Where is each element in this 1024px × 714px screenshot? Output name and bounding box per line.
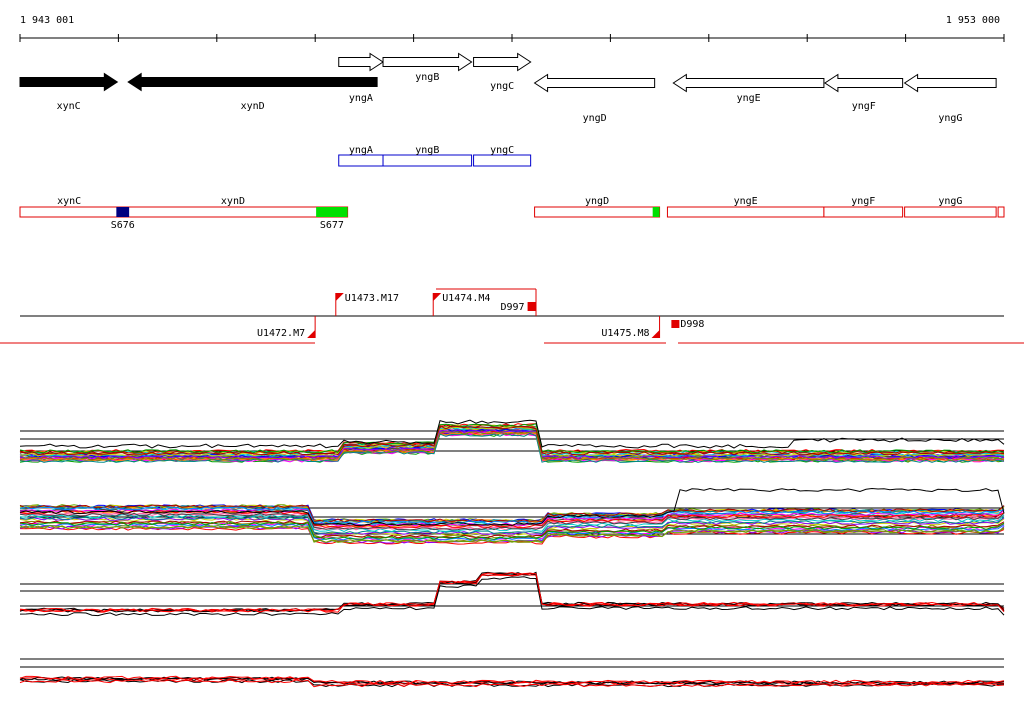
gene-label-xynC: xynC: [57, 101, 81, 112]
gene-arrow-yngG[interactable]: [903, 73, 997, 93]
operon-blue-label: yngB: [415, 145, 439, 156]
operon-red-label: yngG: [938, 196, 962, 207]
gene-arrow-xynC[interactable]: [19, 72, 119, 92]
gene-track: xynC xynD yngA yngB yngC yngD yngE yngF yngG: [19, 52, 997, 124]
promoter-flag[interactable]: [651, 330, 660, 338]
gene-arrow-yngD[interactable]: [533, 73, 656, 93]
gene-label-yngF: yngF: [852, 101, 876, 112]
expression-profile: [19, 525, 1005, 544]
gene-arrow-yngC[interactable]: [473, 52, 532, 72]
operon-red-label: xynC: [57, 196, 81, 207]
expression-profile: [19, 512, 1005, 531]
gene-arrow-yngE[interactable]: [672, 73, 825, 93]
operon-red-label: yngE: [734, 196, 758, 207]
transcript-track: U1472.M7 U1473.M17 U1474.M4 U1475.M8 D997 D99…: [0, 288, 1024, 344]
terminator-label: D998: [680, 319, 704, 330]
operon-track-blue: yngA yngB yngC: [338, 145, 532, 167]
expression-profile: [19, 576, 1005, 617]
operon-box-blue[interactable]: [473, 154, 532, 167]
operon-box-red[interactable]: [997, 206, 1005, 218]
gene-label-yngD: yngD: [583, 113, 607, 124]
expression-tracks: [19, 419, 1005, 688]
expression-profile: [19, 423, 1005, 454]
expression-profile: [19, 676, 1005, 685]
coordinate-ruler: 1 943 001 1 953 000: [19, 15, 1005, 42]
operon-box-red[interactable]: [666, 206, 825, 218]
gene-arrow-yngB[interactable]: [382, 52, 473, 72]
operon-blue-label: yngC: [490, 145, 514, 156]
expression-profile: [19, 521, 1005, 540]
transcript-label: U1474.M4: [442, 293, 490, 304]
binding-site-marker[interactable]: [316, 207, 348, 217]
gene-label-yngB: yngB: [415, 72, 439, 83]
operon-blue-label: yngA: [349, 145, 373, 156]
expression-profile: [19, 506, 1005, 525]
operon-box-blue[interactable]: [338, 154, 384, 167]
expression-profile: [19, 419, 1005, 449]
ruler-start-label: 1 943 001: [20, 15, 74, 26]
operon-red-label: yngF: [851, 196, 875, 207]
gene-label-yngG: yngG: [938, 113, 962, 124]
ruler-ticks: [19, 34, 1005, 42]
binding-site-marker[interactable]: [116, 207, 130, 217]
binding-site-marker[interactable]: [652, 207, 660, 217]
promoter-flag[interactable]: [307, 330, 316, 338]
expression-profile: [19, 431, 1005, 462]
operon-red-label: xynD: [221, 196, 245, 207]
operon-box-red[interactable]: [904, 206, 997, 218]
promoter-flag[interactable]: [335, 293, 344, 301]
operon-box-red[interactable]: [823, 206, 904, 218]
expression-profile: [19, 425, 1005, 456]
terminator-label: D997: [500, 302, 524, 313]
expression-profile: [19, 431, 1005, 461]
gene-label-yngE: yngE: [737, 93, 761, 104]
operon-box-red[interactable]: [19, 206, 119, 218]
operon-track-red: xynC xynD yngD yngE yngF yngG S676 S677: [19, 196, 1005, 231]
gene-arrow-yngA[interactable]: [338, 52, 384, 72]
gene-label-yngC: yngC: [490, 81, 514, 92]
operon-box-red[interactable]: [117, 206, 349, 218]
gene-arrow-xynD[interactable]: [127, 72, 378, 92]
operon-box-blue[interactable]: [382, 154, 473, 167]
terminator-marker[interactable]: [527, 302, 536, 311]
transcript-label: U1475.M8: [601, 328, 649, 339]
expression-profile: [19, 429, 1005, 460]
transcript-label: U1473.M17: [345, 293, 399, 304]
operon-red-label: yngD: [585, 196, 609, 207]
expression-profile: [19, 487, 1005, 526]
expression-profile: [19, 432, 1005, 463]
expression-profile: [19, 516, 1005, 535]
expression-profile: [19, 516, 1005, 535]
gene-label-xynD: xynD: [241, 101, 265, 112]
expression-profile: [19, 572, 1005, 613]
expression-profile: [19, 504, 1005, 523]
ruler-end-label: 1 953 000: [946, 15, 1000, 26]
expression-profile: [19, 675, 1005, 684]
gene-label-yngA: yngA: [349, 93, 373, 104]
expression-profile: [19, 523, 1005, 541]
promoter-flag[interactable]: [433, 293, 442, 301]
expression-profile: [19, 679, 1005, 688]
transcript-label: U1472.M7: [257, 328, 305, 339]
binding-site-label: S676: [111, 220, 135, 231]
gene-arrow-yngF[interactable]: [823, 73, 904, 93]
operon-box-red[interactable]: [534, 206, 661, 218]
terminator-marker[interactable]: [671, 320, 680, 328]
binding-site-label: S677: [320, 220, 344, 231]
